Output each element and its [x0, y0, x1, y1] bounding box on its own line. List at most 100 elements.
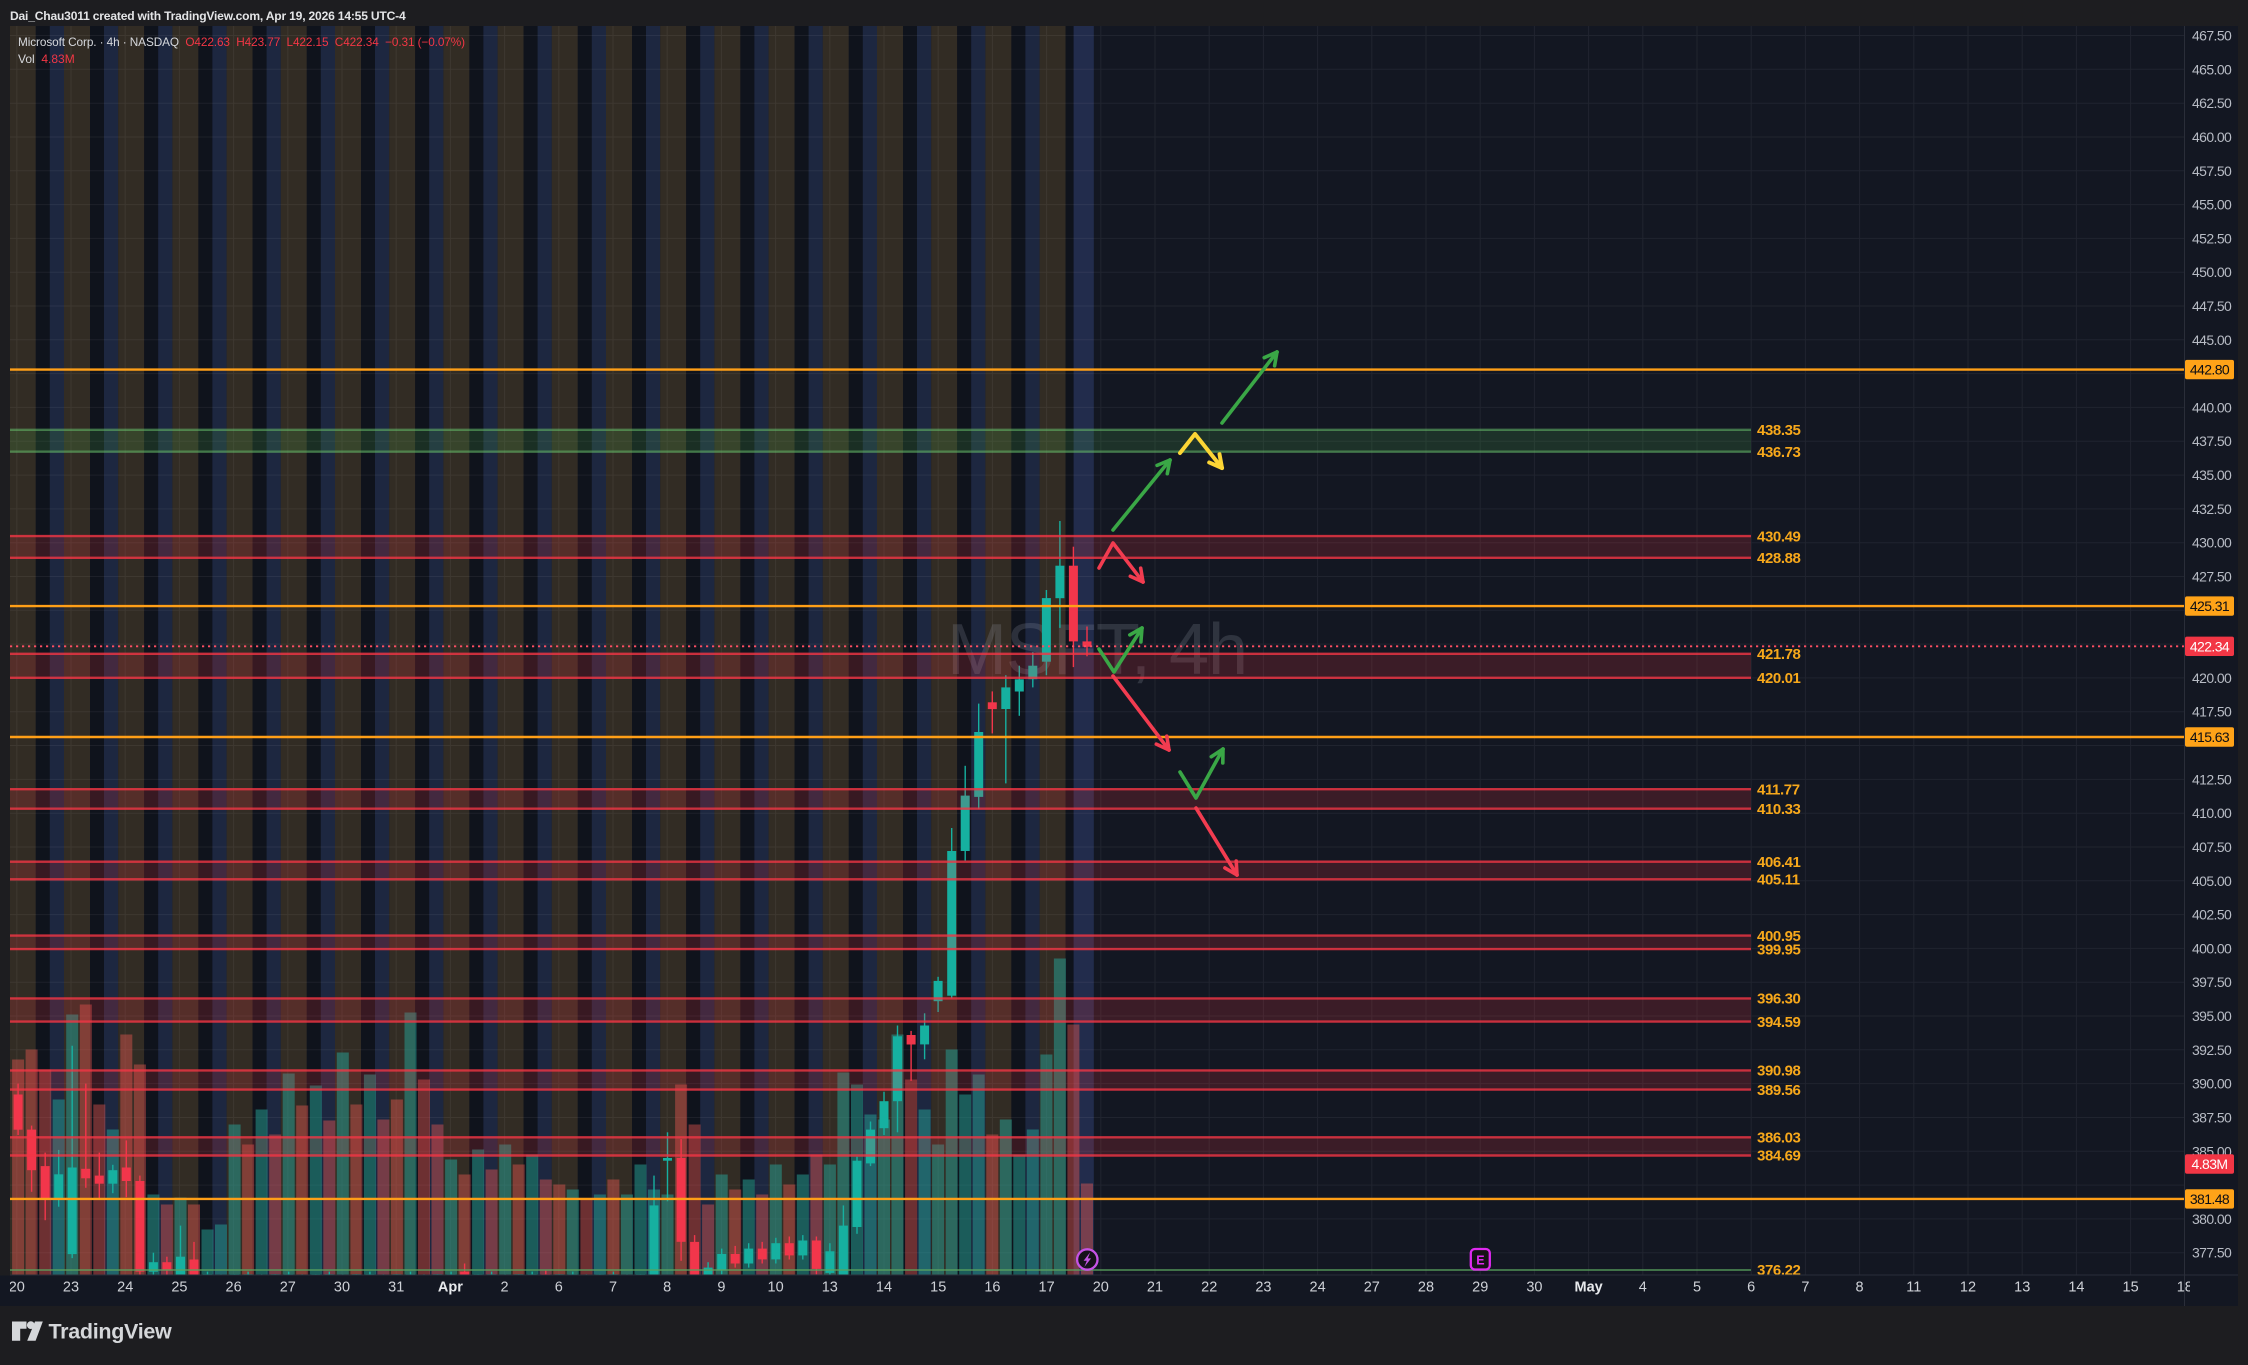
svg-text:460.00: 460.00 [2192, 129, 2232, 145]
svg-text:425.31: 425.31 [2190, 598, 2230, 614]
svg-text:430.49: 430.49 [1757, 528, 1801, 545]
svg-text:400.00: 400.00 [2192, 940, 2232, 956]
svg-text:384.69: 384.69 [1757, 1148, 1801, 1165]
svg-text:405.00: 405.00 [2192, 873, 2232, 889]
svg-text:465.00: 465.00 [2192, 61, 2232, 77]
svg-text:13: 13 [2014, 1280, 2030, 1296]
svg-text:E: E [1476, 1254, 1484, 1268]
svg-text:Vol 4.83M: Vol 4.83M [18, 52, 75, 66]
svg-text:Microsoft Corp. · 4h · NASDAQ: Microsoft Corp. · 4h · NASDAQ O422.63 H4… [18, 35, 465, 49]
svg-text:377.50: 377.50 [2192, 1245, 2232, 1261]
svg-text:395.00: 395.00 [2192, 1008, 2232, 1024]
svg-text:29: 29 [1472, 1280, 1488, 1296]
svg-text:16: 16 [984, 1280, 1000, 1296]
svg-text:396.30: 396.30 [1757, 991, 1801, 1008]
svg-text:31: 31 [388, 1280, 404, 1296]
svg-text:420.00: 420.00 [2192, 670, 2232, 686]
svg-text:4: 4 [1639, 1280, 1647, 1296]
svg-text:447.50: 447.50 [2192, 298, 2232, 314]
svg-text:387.50: 387.50 [2192, 1110, 2232, 1126]
svg-text:4.83M: 4.83M [2192, 1156, 2228, 1172]
svg-text:14: 14 [2068, 1280, 2084, 1296]
svg-text:427.50: 427.50 [2192, 569, 2232, 585]
svg-text:27: 27 [280, 1280, 296, 1296]
svg-text:410.33: 410.33 [1757, 801, 1801, 818]
svg-text:438.35: 438.35 [1757, 422, 1801, 439]
svg-text:412.50: 412.50 [2192, 771, 2232, 787]
svg-text:18: 18 [2177, 1280, 2193, 1296]
svg-text:430.00: 430.00 [2192, 535, 2232, 551]
svg-text:407.50: 407.50 [2192, 839, 2232, 855]
svg-text:445.00: 445.00 [2192, 332, 2232, 348]
svg-text:5: 5 [1693, 1280, 1701, 1296]
svg-text:417.50: 417.50 [2192, 704, 2232, 720]
svg-text:421.78: 421.78 [1757, 646, 1801, 663]
svg-text:TradingView: TradingView [49, 1320, 173, 1344]
svg-text:376.22: 376.22 [1757, 1262, 1801, 1279]
svg-text:462.50: 462.50 [2192, 95, 2232, 111]
svg-text:405.11: 405.11 [1757, 872, 1800, 889]
svg-text:23: 23 [1255, 1280, 1271, 1296]
svg-text:24: 24 [117, 1280, 133, 1296]
svg-text:397.50: 397.50 [2192, 974, 2232, 990]
svg-text:30: 30 [334, 1280, 350, 1296]
svg-text:Apr: Apr [438, 1280, 463, 1296]
svg-text:402.50: 402.50 [2192, 907, 2232, 923]
svg-text:24: 24 [1310, 1280, 1326, 1296]
svg-text:386.03: 386.03 [1757, 1130, 1801, 1147]
svg-text:11: 11 [1906, 1280, 1921, 1296]
svg-text:455.00: 455.00 [2192, 197, 2232, 213]
svg-text:450.00: 450.00 [2192, 264, 2232, 280]
svg-text:390.98: 390.98 [1757, 1063, 1801, 1080]
svg-text:467.50: 467.50 [2192, 28, 2232, 44]
svg-text:13: 13 [822, 1280, 838, 1296]
svg-text:389.56: 389.56 [1757, 1082, 1801, 1099]
svg-text:15: 15 [2123, 1280, 2139, 1296]
svg-text:440.00: 440.00 [2192, 399, 2232, 415]
svg-text:411.77: 411.77 [1757, 781, 1800, 798]
svg-text:10: 10 [768, 1280, 784, 1296]
svg-text:457.50: 457.50 [2192, 163, 2232, 179]
svg-text:435.00: 435.00 [2192, 467, 2232, 483]
svg-text:25: 25 [171, 1280, 187, 1296]
svg-text:442.80: 442.80 [2190, 362, 2230, 378]
svg-text:May: May [1574, 1280, 1602, 1296]
svg-text:428.88: 428.88 [1757, 550, 1801, 567]
svg-text:6: 6 [555, 1280, 563, 1296]
svg-text:8: 8 [663, 1280, 671, 1296]
svg-text:21: 21 [1147, 1280, 1163, 1296]
svg-text:9: 9 [717, 1280, 725, 1296]
svg-text:2: 2 [501, 1280, 509, 1296]
svg-text:7: 7 [609, 1280, 617, 1296]
svg-text:406.41: 406.41 [1757, 854, 1801, 871]
svg-text:7: 7 [1801, 1280, 1809, 1296]
svg-text:436.73: 436.73 [1757, 444, 1801, 461]
svg-text:381.48: 381.48 [2190, 1191, 2230, 1207]
svg-text:28: 28 [1418, 1280, 1434, 1296]
svg-text:392.50: 392.50 [2192, 1042, 2232, 1058]
svg-text:410.00: 410.00 [2192, 805, 2232, 821]
svg-text:Dai_Chau3011 created with Trad: Dai_Chau3011 created with TradingView.co… [10, 9, 406, 23]
svg-text:20: 20 [9, 1280, 25, 1296]
svg-text:394.59: 394.59 [1757, 1014, 1801, 1031]
svg-text:14: 14 [876, 1280, 892, 1296]
svg-text:30: 30 [1526, 1280, 1542, 1296]
svg-text:23: 23 [63, 1280, 79, 1296]
svg-text:422.34: 422.34 [2190, 638, 2230, 654]
svg-text:22: 22 [1201, 1280, 1217, 1296]
svg-text:400.95: 400.95 [1757, 928, 1801, 945]
svg-text:20: 20 [1093, 1280, 1109, 1296]
svg-text:437.50: 437.50 [2192, 433, 2232, 449]
svg-text:6: 6 [1747, 1280, 1755, 1296]
svg-text:399.95: 399.95 [1757, 941, 1801, 958]
svg-text:432.50: 432.50 [2192, 501, 2232, 517]
svg-text:8: 8 [1856, 1280, 1864, 1296]
svg-text:390.00: 390.00 [2192, 1076, 2232, 1092]
svg-text:420.01: 420.01 [1757, 670, 1801, 687]
svg-text:12: 12 [1960, 1280, 1976, 1296]
svg-text:415.63: 415.63 [2190, 729, 2230, 745]
svg-text:27: 27 [1364, 1280, 1380, 1296]
svg-text:17: 17 [1039, 1280, 1055, 1296]
svg-text:15: 15 [930, 1280, 946, 1296]
svg-text:380.00: 380.00 [2192, 1211, 2232, 1227]
